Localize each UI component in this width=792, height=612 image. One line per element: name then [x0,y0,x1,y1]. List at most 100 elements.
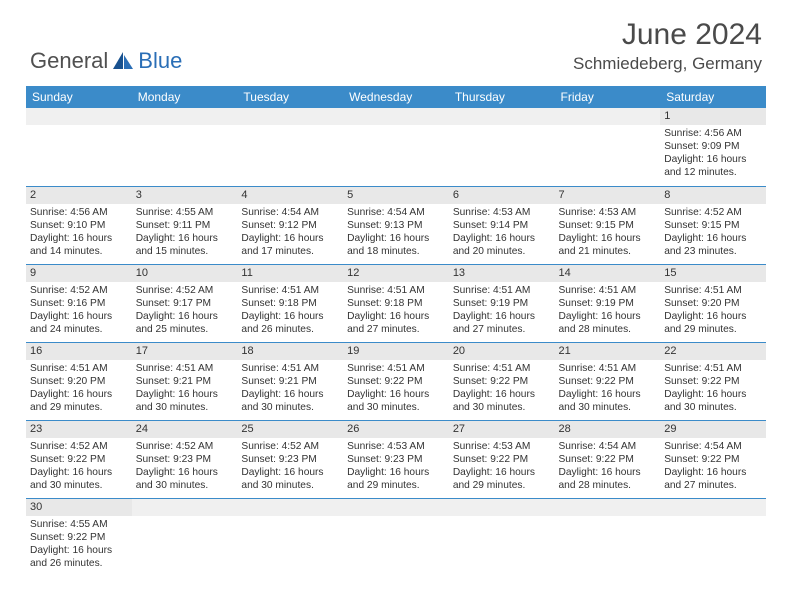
calendar-day-cell: 1Sunrise: 4:56 AMSunset: 9:09 PMDaylight… [660,108,766,186]
calendar-week-row: 9Sunrise: 4:52 AMSunset: 9:16 PMDaylight… [26,264,766,342]
daylight-line: Daylight: 16 hours and 17 minutes. [241,232,339,258]
calendar-week-row: 30Sunrise: 4:55 AMSunset: 9:22 PMDayligh… [26,498,766,576]
sunset-line: Sunset: 9:22 PM [453,453,551,466]
day-number: 4 [237,187,343,204]
day-details: Sunrise: 4:53 AMSunset: 9:14 PMDaylight:… [449,204,555,261]
daylight-line: Daylight: 16 hours and 29 minutes. [664,310,762,336]
day-number: 6 [449,187,555,204]
day-number: 16 [26,343,132,360]
day-details: Sunrise: 4:56 AMSunset: 9:10 PMDaylight:… [26,204,132,261]
calendar-day-cell: 25Sunrise: 4:52 AMSunset: 9:23 PMDayligh… [237,420,343,498]
day-details: Sunrise: 4:52 AMSunset: 9:17 PMDaylight:… [132,282,238,339]
calendar-day-cell: 29Sunrise: 4:54 AMSunset: 9:22 PMDayligh… [660,420,766,498]
daylight-line: Daylight: 16 hours and 28 minutes. [559,466,657,492]
sunrise-line: Sunrise: 4:51 AM [664,362,762,375]
logo-text-general: General [30,48,108,74]
day-number: 13 [449,265,555,282]
daylight-line: Daylight: 16 hours and 30 minutes. [30,466,128,492]
daylight-line: Daylight: 16 hours and 29 minutes. [347,466,445,492]
day-number: 15 [660,265,766,282]
day-details: Sunrise: 4:55 AMSunset: 9:11 PMDaylight:… [132,204,238,261]
day-details: Sunrise: 4:54 AMSunset: 9:22 PMDaylight:… [660,438,766,495]
weekday-header: Friday [555,86,661,108]
sunrise-line: Sunrise: 4:53 AM [347,440,445,453]
day-details: Sunrise: 4:51 AMSunset: 9:22 PMDaylight:… [660,360,766,417]
sunrise-line: Sunrise: 4:53 AM [453,206,551,219]
calendar-day-cell: 2Sunrise: 4:56 AMSunset: 9:10 PMDaylight… [26,186,132,264]
day-details: Sunrise: 4:51 AMSunset: 9:22 PMDaylight:… [555,360,661,417]
day-details: Sunrise: 4:52 AMSunset: 9:22 PMDaylight:… [26,438,132,495]
sunrise-line: Sunrise: 4:51 AM [453,362,551,375]
sunset-line: Sunset: 9:09 PM [664,140,762,153]
sunset-line: Sunset: 9:14 PM [453,219,551,232]
sunset-line: Sunset: 9:23 PM [347,453,445,466]
daylight-line: Daylight: 16 hours and 27 minutes. [347,310,445,336]
sunrise-line: Sunrise: 4:56 AM [664,127,762,140]
day-number: 19 [343,343,449,360]
calendar-week-row: 16 Sunrise: 4:51 AM Sunset: 9:20 PM Dayligh… [26,342,766,420]
sunset-line: Sunset: 9:11 PM [136,219,234,232]
sunset-line: Sunset: 9:20 PM [30,375,128,388]
calendar-day-cell: 20Sunrise: 4:51 AMSunset: 9:22 PMDayligh… [449,342,555,420]
day-number [237,499,343,516]
day-number [449,108,555,125]
calendar-week-row: 1Sunrise: 4:56 AMSunset: 9:09 PMDaylight… [26,108,766,186]
sunset-line: Sunset: 9:22 PM [453,375,551,388]
title-block: June 2024 Schmiedeberg, Germany [573,18,762,74]
calendar-day-cell: 18Sunrise: 4:51 AMSunset: 9:21 PMDayligh… [237,342,343,420]
day-number [660,499,766,516]
daylight-line: Daylight: 16 hours and 25 minutes. [136,310,234,336]
calendar-empty-cell [449,108,555,186]
sunset-line: Sunset: 9:22 PM [30,531,128,544]
calendar-week-row: 2Sunrise: 4:56 AMSunset: 9:10 PMDaylight… [26,186,766,264]
weekday-header: Saturday [660,86,766,108]
day-number: 18 [237,343,343,360]
sunrise-line: Sunrise: 4:55 AM [30,518,128,531]
calendar-day-cell: 23Sunrise: 4:52 AMSunset: 9:22 PMDayligh… [26,420,132,498]
brand-logo: General Blue [30,48,182,74]
day-number: 2 [26,187,132,204]
day-number: 22 [660,343,766,360]
day-number: 14 [555,265,661,282]
sunrise-line: Sunrise: 4:54 AM [559,440,657,453]
sunset-line: Sunset: 9:23 PM [136,453,234,466]
day-number [343,499,449,516]
calendar-day-cell: 27Sunrise: 4:53 AMSunset: 9:22 PMDayligh… [449,420,555,498]
sunset-line: Sunset: 9:12 PM [241,219,339,232]
sunrise-line: Sunrise: 4:52 AM [664,206,762,219]
sunset-line: Sunset: 9:15 PM [664,219,762,232]
calendar-week-row: 23Sunrise: 4:52 AMSunset: 9:22 PMDayligh… [26,420,766,498]
day-number: 5 [343,187,449,204]
sunset-line: Sunset: 9:13 PM [347,219,445,232]
day-number: 25 [237,421,343,438]
calendar-empty-cell [343,498,449,576]
day-number [449,499,555,516]
calendar-empty-cell [132,498,238,576]
daylight-line: Daylight: 16 hours and 26 minutes. [241,310,339,336]
sunrise-line: Sunrise: 4:54 AM [241,206,339,219]
day-details: Sunrise: 4:54 AMSunset: 9:13 PMDaylight:… [343,204,449,261]
calendar-day-cell: 8Sunrise: 4:52 AMSunset: 9:15 PMDaylight… [660,186,766,264]
sunrise-line: Sunrise: 4:51 AM [559,362,657,375]
sunrise-line: Sunrise: 4:53 AM [559,206,657,219]
daylight-line: Daylight: 16 hours and 30 minutes. [241,388,339,414]
sunrise-line: Sunrise: 4:54 AM [664,440,762,453]
calendar-empty-cell [26,108,132,186]
daylight-line: Daylight: 16 hours and 30 minutes. [136,466,234,492]
daylight-line: Daylight: 16 hours and 27 minutes. [664,466,762,492]
calendar-day-cell: 15Sunrise: 4:51 AMSunset: 9:20 PMDayligh… [660,264,766,342]
day-number: 12 [343,265,449,282]
day-details: Sunrise: 4:54 AMSunset: 9:12 PMDaylight:… [237,204,343,261]
sunrise-line: Sunrise: 4:51 AM [347,284,445,297]
calendar-day-cell: 4Sunrise: 4:54 AMSunset: 9:12 PMDaylight… [237,186,343,264]
day-details: Sunrise: 4:52 AMSunset: 9:23 PMDaylight:… [237,438,343,495]
calendar-day-cell: 17Sunrise: 4:51 AMSunset: 9:21 PMDayligh… [132,342,238,420]
calendar-day-cell: 28Sunrise: 4:54 AMSunset: 9:22 PMDayligh… [555,420,661,498]
calendar-day-cell: 21Sunrise: 4:51 AMSunset: 9:22 PMDayligh… [555,342,661,420]
calendar-day-cell: 10Sunrise: 4:52 AMSunset: 9:17 PMDayligh… [132,264,238,342]
day-details: Sunrise: 4:51 AMSunset: 9:19 PMDaylight:… [555,282,661,339]
day-number [555,108,661,125]
day-number: 1 [660,108,766,125]
sunrise-line: Sunrise: 4:52 AM [30,284,128,297]
sunset-line: Sunset: 9:16 PM [30,297,128,310]
